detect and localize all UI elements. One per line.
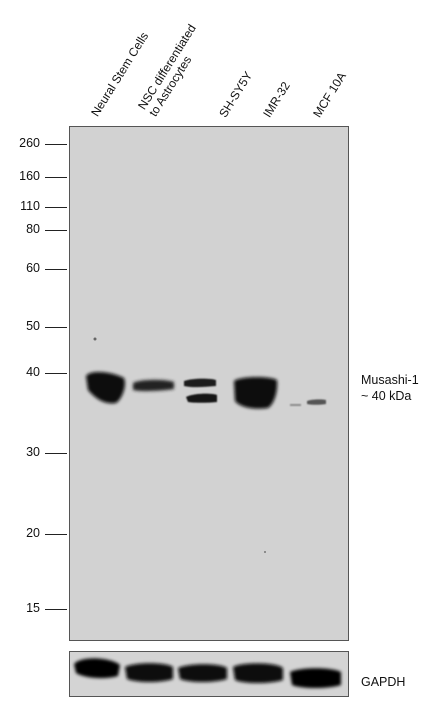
band-gapdh-nsc	[74, 658, 120, 679]
band-nsc-musashi	[86, 372, 125, 404]
mw-tick-260	[45, 144, 67, 146]
mw-tick-40	[45, 373, 67, 375]
mw-tick-160	[45, 177, 67, 179]
band-astro-musashi	[133, 379, 174, 392]
mw-label-60: 60	[26, 261, 40, 275]
mw-tick-60	[45, 269, 67, 271]
band-gapdh-astro	[125, 663, 173, 682]
speck	[93, 337, 97, 341]
band-imr32-musashi	[234, 377, 278, 409]
band-mcf10a-faint	[307, 399, 326, 405]
target-size: ~ 40 kDa	[361, 389, 412, 403]
mw-label-50: 50	[26, 319, 40, 333]
mw-tick-20	[45, 534, 67, 536]
band-gapdh-mcf10a	[290, 668, 341, 688]
mw-label-20: 20	[26, 526, 40, 540]
mw-label-40: 40	[26, 365, 40, 379]
mw-tick-110	[45, 207, 67, 209]
mw-label-110: 110	[20, 199, 40, 213]
mw-label-80: 80	[26, 222, 40, 236]
mw-label-160: 160	[19, 169, 40, 183]
mw-label-30: 30	[26, 445, 40, 459]
mw-tick-80	[45, 230, 67, 232]
band-gapdh-shsy5y	[178, 664, 227, 682]
mw-tick-30	[45, 453, 67, 455]
loading-control-label: GAPDH	[361, 675, 406, 689]
target-label: Musashi-1 ~ 40 kDa	[361, 372, 419, 404]
band-mcf10a-trace	[290, 404, 301, 406]
mw-tick-50	[45, 327, 67, 329]
mw-tick-15	[45, 609, 67, 611]
target-name: Musashi-1	[361, 373, 419, 387]
mw-label-15: 15	[26, 601, 40, 615]
band-shsy5y-upper	[184, 378, 216, 388]
band-gapdh-imr32	[233, 663, 283, 683]
band-shsy5y-lower	[186, 393, 217, 403]
speck	[264, 551, 266, 553]
mw-label-260: 260	[19, 136, 40, 150]
